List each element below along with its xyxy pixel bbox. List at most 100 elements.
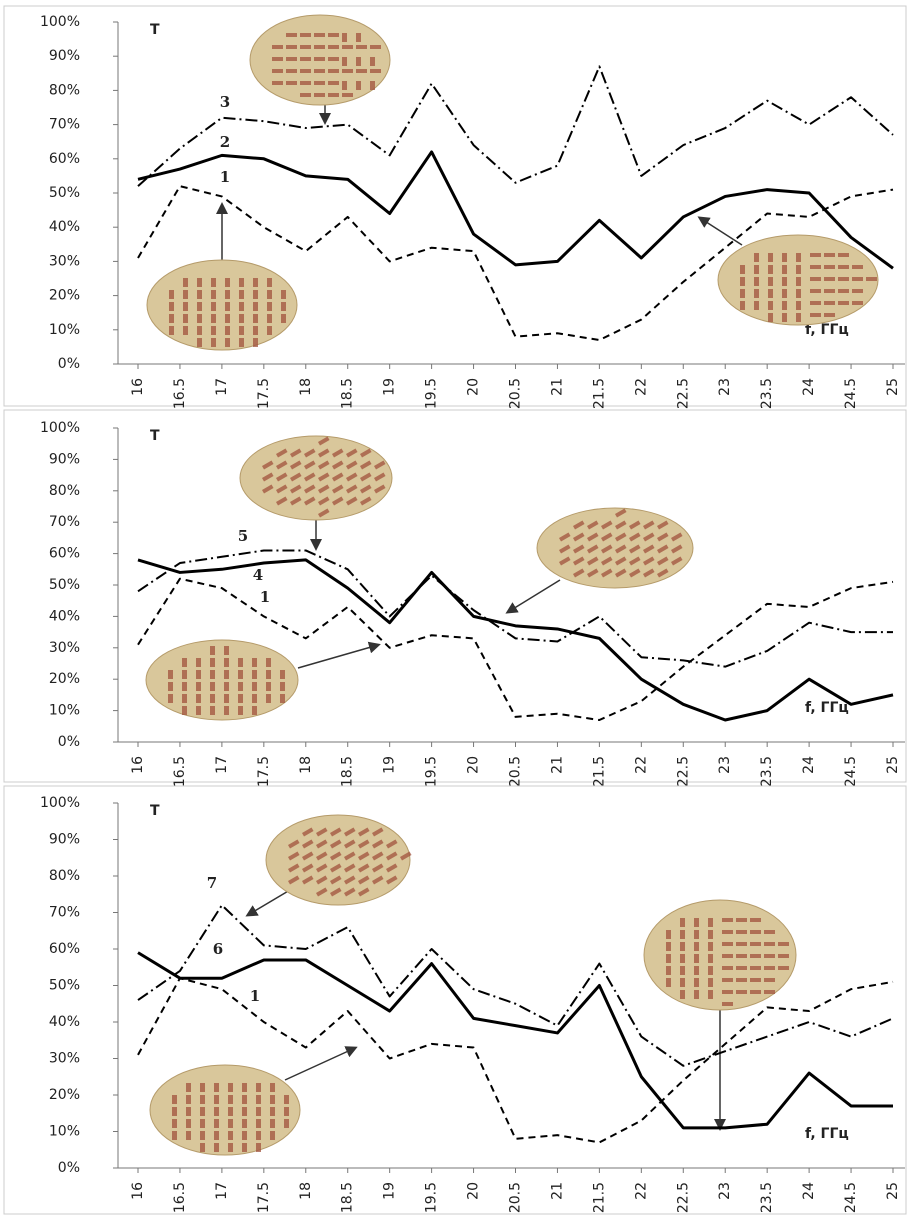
sample-element (200, 1107, 205, 1116)
x-tick-label: 17 (214, 756, 230, 774)
sample-element (722, 978, 733, 982)
y-tick-label: 50% (49, 185, 80, 201)
sample-element (356, 69, 367, 73)
y-tick-label: 70% (49, 905, 80, 921)
x-tick-label: 20 (466, 378, 482, 396)
sample-element (211, 290, 216, 299)
sample-element (768, 277, 773, 286)
y-tick-label: 50% (49, 577, 80, 593)
y-tick-label: 30% (49, 640, 80, 656)
sample-element (239, 338, 244, 347)
sample-element (694, 990, 699, 999)
sample-element (342, 81, 347, 90)
x-tick-label: 24 (801, 756, 817, 774)
sample-element (328, 81, 339, 85)
sample-element (750, 978, 761, 982)
sample-element (736, 930, 747, 934)
x-tick-label: 18.5 (340, 756, 356, 787)
sample-element (256, 1143, 261, 1152)
sample-element (750, 942, 761, 946)
sample-element (239, 326, 244, 335)
sample-element (694, 966, 699, 975)
sample-element (266, 670, 271, 679)
sample-element (197, 314, 202, 323)
sample-element (796, 289, 801, 298)
sample-element (253, 338, 258, 347)
sample-element (666, 966, 671, 975)
sample-element (356, 57, 361, 66)
y-tick-label: 10% (49, 322, 80, 338)
y-tick-label: 70% (49, 117, 80, 133)
sample-element (708, 990, 713, 999)
sample-element (210, 682, 215, 691)
sample-element (286, 45, 297, 49)
sample-element (228, 1083, 233, 1092)
arrow (298, 645, 378, 668)
sample-element (838, 265, 849, 269)
sample-element (270, 1119, 275, 1128)
sample-element (782, 277, 787, 286)
sample-element (666, 954, 671, 963)
sample-element (300, 45, 311, 49)
sample-element (210, 646, 215, 655)
y-tick-label: 40% (49, 1014, 80, 1030)
sample-element (824, 301, 835, 305)
sample-element (764, 978, 775, 982)
sample-element (824, 265, 835, 269)
sample-element (228, 1119, 233, 1128)
sample-element (356, 45, 367, 49)
sample-element (267, 278, 272, 287)
sample-element (694, 942, 699, 951)
sample-element (852, 289, 863, 293)
sample-element (754, 253, 759, 262)
sample-element (810, 313, 821, 317)
sample-element (680, 942, 685, 951)
x-tick-label: 20 (466, 1182, 482, 1200)
x-tick-label: 22 (633, 378, 649, 396)
x-tick-label: 23 (717, 1182, 733, 1200)
sample-element (238, 670, 243, 679)
sample-element (197, 326, 202, 335)
x-tick-label: 18.5 (340, 378, 356, 409)
sample-element (708, 930, 713, 939)
x-tick-label: 21.5 (591, 1182, 607, 1213)
x-tick-label: 24 (801, 1182, 817, 1200)
x-tick-label: 19.5 (424, 378, 440, 409)
sample-element (272, 57, 283, 61)
sample-element (722, 942, 733, 946)
sample-element (242, 1107, 247, 1116)
sample-element (256, 1095, 261, 1104)
sample-element (722, 954, 733, 958)
y-tick-label: 80% (49, 483, 80, 499)
sample-element (168, 694, 173, 703)
sample-element (172, 1131, 177, 1140)
sample-element (256, 1131, 261, 1140)
sample-element (754, 301, 759, 310)
sample-element (852, 301, 863, 305)
sample-element (284, 1107, 289, 1116)
sample-element (852, 265, 863, 269)
sample-element (253, 326, 258, 335)
y-tick-label: 70% (49, 514, 80, 530)
sample-element (169, 314, 174, 323)
sample-element (252, 682, 257, 691)
sample-element (370, 69, 381, 73)
sample-element (197, 338, 202, 347)
x-axis-label: f, ГГц (805, 1126, 849, 1142)
sample-element (666, 978, 671, 987)
sample-element (286, 81, 297, 85)
sample-element (694, 978, 699, 987)
x-tick-label: 16.5 (172, 756, 188, 787)
sample-element (708, 954, 713, 963)
sample-element (210, 658, 215, 667)
sample-element (680, 930, 685, 939)
sample-element (211, 338, 216, 347)
sample-element (722, 1002, 733, 1006)
sample-element (782, 253, 787, 262)
sample-element (200, 1119, 205, 1128)
sample-element (186, 1107, 191, 1116)
sample-element (796, 313, 801, 322)
sample-element (342, 45, 353, 49)
sample-element (722, 930, 733, 934)
sample-element (270, 1095, 275, 1104)
